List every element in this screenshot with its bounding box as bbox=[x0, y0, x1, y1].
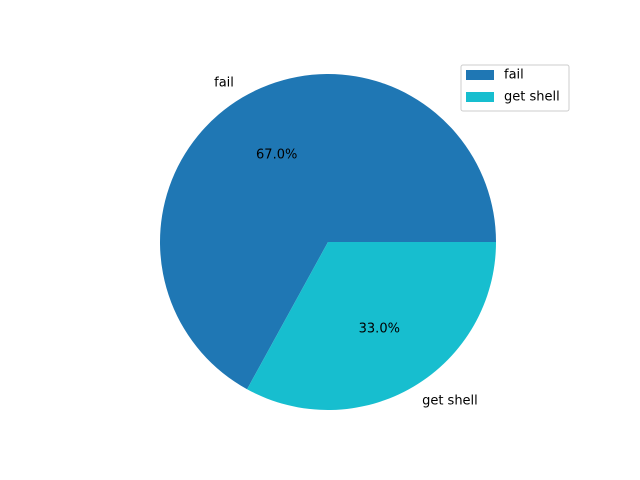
legend-swatch bbox=[466, 92, 494, 102]
pie-slice-get-shell bbox=[247, 242, 496, 410]
legend-swatch bbox=[466, 70, 494, 80]
pie-slice-fail bbox=[159, 74, 496, 390]
category-label: fail bbox=[214, 75, 234, 90]
percent-label: 67.0% bbox=[256, 148, 297, 163]
legend-label: get shell bbox=[504, 90, 560, 105]
category-label: get shell bbox=[422, 394, 478, 409]
percent-label: 33.0% bbox=[359, 321, 400, 336]
legend: fail get shell bbox=[460, 64, 570, 112]
pie-labels: fail 67.0% get shell 33.0% bbox=[214, 75, 478, 408]
legend-label: fail bbox=[504, 68, 524, 83]
pie-slices bbox=[159, 74, 496, 410]
